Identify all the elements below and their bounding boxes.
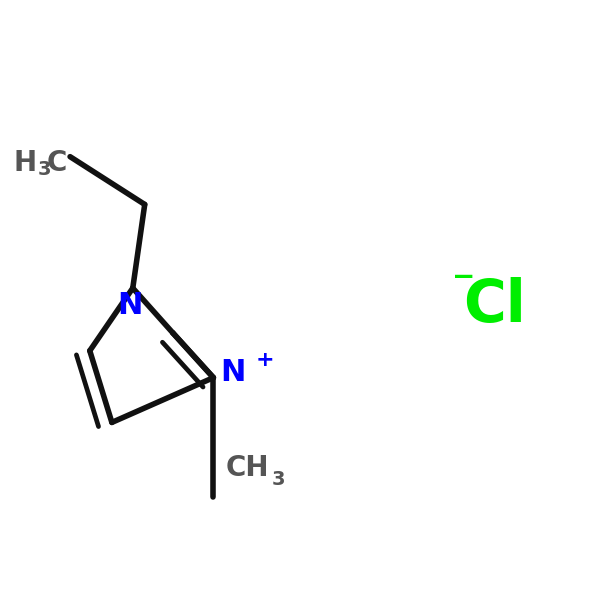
Text: N: N [221, 358, 246, 388]
Text: H: H [13, 149, 37, 176]
Text: 3: 3 [272, 470, 286, 490]
Text: Cl: Cl [463, 277, 526, 334]
Text: −: − [452, 263, 476, 291]
Text: C: C [46, 149, 67, 176]
Text: 3: 3 [37, 160, 51, 179]
Text: CH: CH [226, 454, 269, 482]
Text: +: + [256, 350, 274, 370]
Text: N: N [117, 291, 142, 320]
